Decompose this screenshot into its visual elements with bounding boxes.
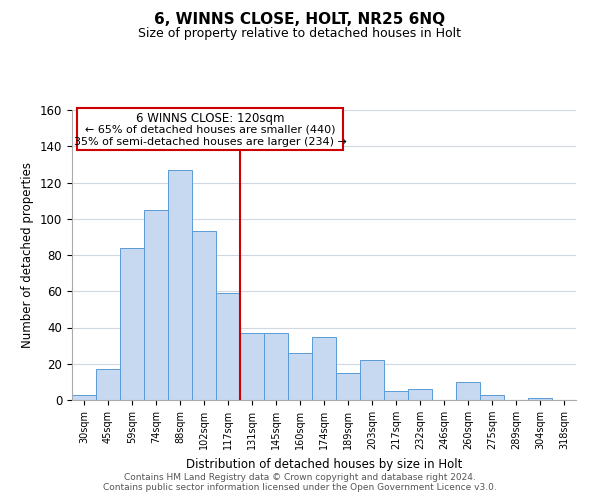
Bar <box>96 369 120 400</box>
Bar <box>264 333 288 400</box>
Bar <box>528 398 552 400</box>
Bar <box>240 333 264 400</box>
Bar <box>336 373 360 400</box>
Bar <box>288 353 312 400</box>
Text: 6 WINNS CLOSE: 120sqm: 6 WINNS CLOSE: 120sqm <box>136 112 284 125</box>
Text: 35% of semi-detached houses are larger (234) →: 35% of semi-detached houses are larger (… <box>74 137 346 147</box>
Bar <box>216 293 240 400</box>
Bar <box>360 360 384 400</box>
X-axis label: Distribution of detached houses by size in Holt: Distribution of detached houses by size … <box>186 458 462 470</box>
Text: Size of property relative to detached houses in Holt: Size of property relative to detached ho… <box>139 28 461 40</box>
Bar <box>456 382 480 400</box>
Bar <box>192 232 216 400</box>
Y-axis label: Number of detached properties: Number of detached properties <box>22 162 34 348</box>
Bar <box>168 170 192 400</box>
Bar <box>480 394 504 400</box>
Bar <box>77 108 343 150</box>
Bar <box>384 391 408 400</box>
Text: 6, WINNS CLOSE, HOLT, NR25 6NQ: 6, WINNS CLOSE, HOLT, NR25 6NQ <box>154 12 446 28</box>
Bar <box>120 248 144 400</box>
Text: Contains HM Land Registry data © Crown copyright and database right 2024.
Contai: Contains HM Land Registry data © Crown c… <box>103 473 497 492</box>
Bar <box>312 336 336 400</box>
Bar <box>72 394 96 400</box>
Bar <box>144 210 168 400</box>
Text: ← 65% of detached houses are smaller (440): ← 65% of detached houses are smaller (44… <box>85 124 335 134</box>
Bar <box>408 389 432 400</box>
